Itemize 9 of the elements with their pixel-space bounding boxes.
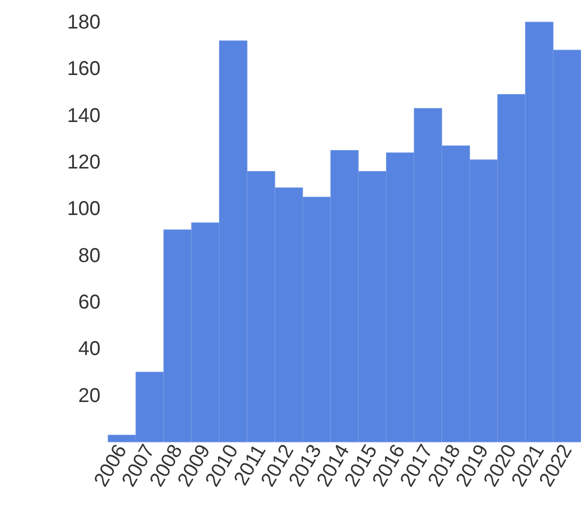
- y-tick-label: 60: [78, 292, 100, 314]
- y-tick-label: 160: [67, 58, 100, 80]
- y-tick-label: 80: [78, 244, 100, 267]
- y-tick-label: 140: [67, 104, 100, 127]
- y-tick-label: 120: [67, 152, 100, 174]
- y-tick-label: 20: [78, 384, 100, 407]
- y-tick-label: 100: [67, 198, 100, 220]
- y-tick-label: 180: [67, 12, 100, 34]
- y-tick-label: 40: [78, 338, 100, 360]
